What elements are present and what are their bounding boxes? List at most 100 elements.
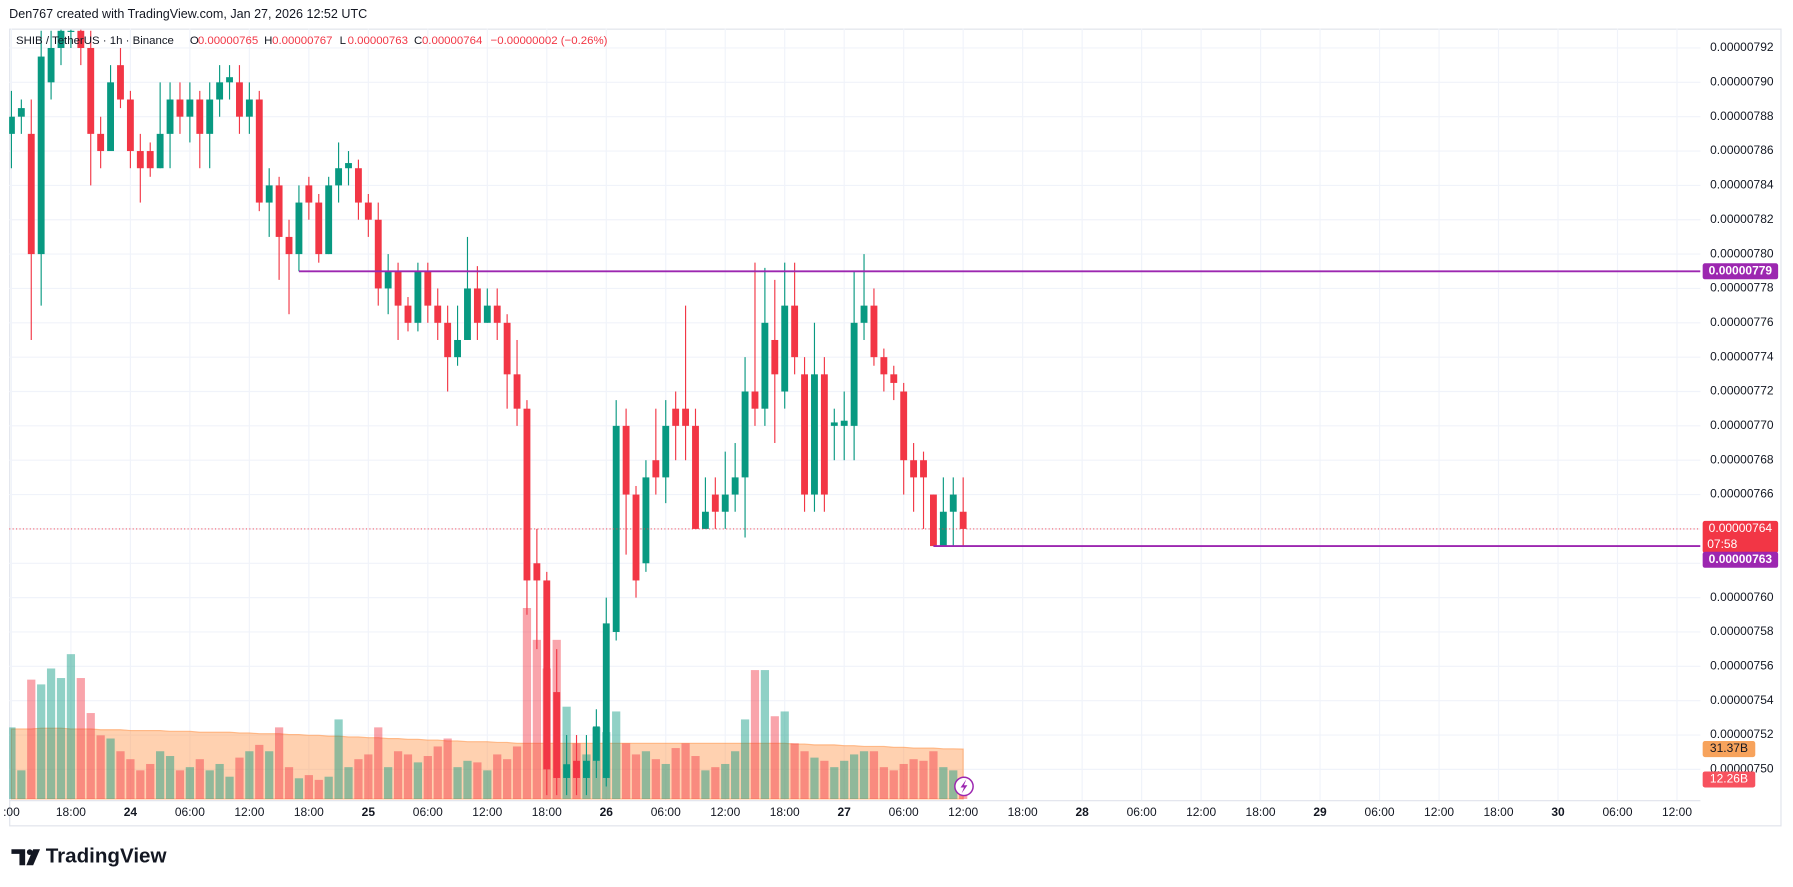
candle-body — [146, 151, 154, 169]
legend: SHIB / TetherUS · 1h · Binance O 0.000007… — [16, 35, 608, 47]
candle-body — [315, 202, 323, 255]
legend-key: H — [264, 35, 272, 47]
candle-body — [672, 408, 680, 426]
volume-bar — [37, 684, 46, 799]
candle-body — [652, 460, 660, 478]
candle-body — [275, 185, 283, 237]
y-tick-label: 0.00000792 — [1710, 40, 1774, 54]
x-tick-label: 12:00 — [1186, 805, 1216, 819]
x-tick-label: 18:00 — [294, 805, 324, 819]
volume-label: 12.26B — [1710, 772, 1748, 786]
candle-body — [949, 494, 957, 512]
volume-bar — [612, 711, 621, 799]
logo-mark-dot — [26, 849, 33, 855]
volume-bar — [711, 767, 720, 799]
volume-bar — [750, 670, 760, 799]
volume-bar — [195, 759, 204, 799]
candle-body — [77, 30, 85, 48]
x-tick-label: 18:00 — [1246, 805, 1276, 819]
x-tick-label: 27 — [838, 805, 852, 819]
volume-bar — [76, 678, 85, 799]
x-tick-label: 06:00 — [1365, 805, 1395, 819]
volume-bar — [463, 760, 472, 799]
volume-bar — [384, 767, 393, 799]
x-tick-label: 28 — [1075, 805, 1089, 819]
volume-bar — [830, 767, 839, 799]
candle-body — [444, 322, 452, 358]
level-label: 0.00000779 — [1709, 263, 1773, 277]
candle-body — [414, 271, 422, 323]
y-tick-label: 0.00000754 — [1710, 693, 1774, 707]
y-tick-label: 0.00000772 — [1710, 384, 1774, 398]
candle-body — [771, 339, 779, 375]
level-badge — [1702, 263, 1779, 280]
candle-body — [553, 692, 561, 778]
logo-text: TradingView — [46, 845, 168, 868]
volume-bar — [56, 678, 66, 799]
candle-body — [642, 477, 650, 564]
x-tick-label: 18:00 — [1008, 805, 1038, 819]
volume-bar — [205, 770, 214, 799]
x-tick-label: 06:00 — [1127, 805, 1157, 819]
candle-body — [57, 30, 65, 48]
candle-body — [236, 82, 243, 117]
y-tick-label: 0.00000766 — [1710, 487, 1774, 501]
candle-body — [384, 271, 392, 289]
candle-body — [394, 271, 402, 306]
volume-bar — [96, 735, 105, 799]
legend-value: 0.00000764 — [422, 35, 483, 47]
y-tick-label: 0.00000776 — [1710, 315, 1774, 329]
volume-bar — [274, 727, 284, 799]
volume-bar — [175, 770, 185, 799]
volume-bar — [869, 751, 879, 799]
y-tick-label: 0.00000752 — [1710, 727, 1774, 741]
candle-body — [434, 305, 442, 323]
volume-bar — [840, 760, 849, 799]
candle-body — [543, 580, 551, 770]
candle-body — [929, 494, 937, 547]
volume-bar — [294, 778, 304, 799]
volume-bar — [760, 670, 770, 799]
volume-bar — [879, 767, 888, 799]
logo: TradingView — [11, 845, 168, 868]
volume-bar — [522, 608, 532, 799]
volume-bar — [354, 759, 363, 799]
candle-body — [305, 185, 313, 203]
candle-body — [285, 236, 293, 255]
candle-body — [791, 305, 799, 358]
x-tick-label: 18:00 — [532, 805, 562, 819]
volume-bar — [374, 727, 383, 799]
candle-body — [493, 305, 501, 323]
volume-bar — [106, 738, 115, 799]
candle-body — [176, 99, 184, 117]
volume-ma-label: 31.37B — [1710, 741, 1748, 755]
volume-bar — [364, 754, 373, 799]
candle-body — [67, 30, 75, 32]
candle-body — [711, 494, 719, 512]
volume-bar — [721, 763, 730, 799]
candle-body — [612, 425, 620, 632]
candle-body — [255, 99, 263, 203]
y-tick-label: 0.00000770 — [1710, 418, 1774, 432]
candle-body — [265, 185, 273, 203]
volume-bar — [255, 744, 264, 799]
volume-bar — [483, 770, 492, 799]
candle-body — [721, 494, 729, 512]
volume-bar — [641, 751, 651, 799]
volume-bar — [215, 763, 224, 799]
candle-body — [682, 408, 690, 426]
current-price-badge — [1702, 520, 1779, 553]
volume-bar — [512, 746, 522, 799]
candle-body — [533, 563, 541, 581]
volume-bar — [631, 754, 641, 799]
volume-bar — [889, 770, 898, 799]
candle-body — [870, 305, 878, 358]
volume-bar — [820, 760, 829, 799]
volume-bar — [46, 668, 56, 799]
candle-body — [374, 219, 382, 289]
y-tick-label: 0.00000782 — [1710, 212, 1774, 226]
candle-body — [622, 425, 630, 495]
x-tick-label: 18:00 — [56, 805, 86, 819]
